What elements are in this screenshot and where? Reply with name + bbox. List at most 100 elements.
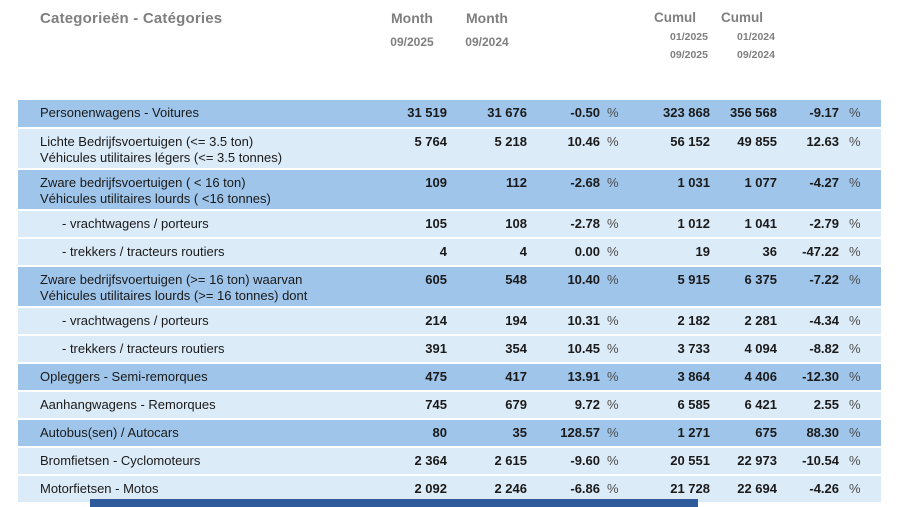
cumul-change-value: -4.34: [809, 313, 839, 328]
month-2024-value: 679: [505, 397, 527, 412]
category-label: Motorfietsen - Motos: [40, 481, 159, 496]
month-label: Month: [466, 10, 508, 26]
month-change-value: 128.57: [560, 425, 600, 440]
cumul-change-value: -47.22: [802, 244, 839, 259]
month-period: 09/2025: [390, 35, 434, 49]
month-2025-value: 2 364: [414, 453, 447, 468]
month-change-value: 9.72: [574, 397, 600, 412]
percent-sign: %: [607, 175, 619, 190]
table-row: Zware bedrijfsvoertuigen ( < 16 ton) Véhi…: [18, 170, 881, 211]
category-label: Opleggers - Semi-remorques: [40, 369, 208, 384]
table-row: Aanhangwagens - Remorques 745 679 9.72 %…: [18, 392, 881, 420]
percent-sign: %: [849, 244, 861, 259]
cumul-2024-value: 22 694: [737, 481, 777, 496]
month-change-value: -6.86: [570, 481, 600, 496]
month-change-value: -9.60: [570, 453, 600, 468]
column-header-month-change: [527, 0, 600, 100]
cumul-change-value: 2.55: [813, 397, 839, 412]
percent-sign: %: [607, 244, 619, 259]
month-2024-value: 4: [519, 244, 527, 259]
cumul-2024-value: 6 375: [744, 272, 777, 287]
cumul-2024-value: 675: [755, 425, 777, 440]
table-row: - vrachtwagens / porteurs 105 108 -2.78 …: [18, 211, 881, 239]
cumul-change-value: -4.27: [809, 175, 839, 190]
percent-sign: %: [849, 313, 861, 328]
month-2024-value: 2 615: [494, 453, 527, 468]
cumul-change-value: -7.22: [809, 272, 839, 287]
category-label: - trekkers / tracteurs routiers: [62, 244, 225, 259]
cumul-2025-value: 1 031: [677, 175, 710, 190]
cumul-2024-value: 4 094: [744, 341, 777, 356]
cumul-2025-value: 21 728: [670, 481, 710, 496]
spacer: [839, 0, 865, 100]
table-row: Opleggers - Semi-remorques 475 417 13.91…: [18, 364, 881, 392]
cumul-from: 01/2024: [737, 31, 775, 43]
table-row: - trekkers / tracteurs routiers 4 4 0.00…: [18, 239, 881, 267]
percent-sign: %: [849, 341, 861, 356]
cumul-change-value: 12.63: [806, 134, 839, 149]
percent-sign: %: [849, 216, 861, 231]
percent-sign: %: [607, 134, 619, 149]
cumul-2025-value: 3 864: [677, 369, 710, 384]
category-label: Zware bedrijfsvoertuigen (>= 16 ton) waa…: [40, 272, 308, 303]
percent-sign: %: [607, 313, 619, 328]
category-label: Aanhangwagens - Remorques: [40, 397, 216, 412]
column-header-month-2024: Month 09/2024: [447, 0, 527, 100]
cumul-2025-value: 1 271: [677, 425, 710, 440]
cumul-2025-value: 5 915: [677, 272, 710, 287]
cumul-to: 09/2025: [670, 49, 708, 61]
category-label: Personenwagens - Voitures: [40, 105, 199, 120]
cumul-label: Cumul: [721, 10, 763, 25]
month-2025-value: 105: [425, 216, 447, 231]
month-2025-value: 214: [425, 313, 447, 328]
cumul-2024-value: 36: [762, 244, 777, 259]
month-period: 09/2024: [465, 35, 509, 49]
category-label: Bromfietsen - Cyclomoteurs: [40, 453, 201, 468]
month-2024-value: 5 218: [494, 134, 527, 149]
category-label: Lichte Bedrijfsvoertuigen (<= 3.5 ton) Vé…: [40, 134, 283, 165]
cumul-2025-value: 323 868: [663, 105, 710, 120]
cumul-2024-value: 49 855: [737, 134, 777, 149]
month-change-value: 10.40: [567, 272, 600, 287]
month-change-value: 10.45: [567, 341, 600, 356]
percent-sign: %: [607, 369, 619, 384]
cumul-2024-value: 1 041: [744, 216, 777, 231]
month-2024-value: 194: [505, 313, 527, 328]
cumul-change-value: -2.79: [809, 216, 839, 231]
column-header-cumul-change: [777, 0, 839, 100]
cumul-2024-value: 1 077: [744, 175, 777, 190]
table-row: Zware bedrijfsvoertuigen (>= 16 ton) waa…: [18, 267, 881, 308]
percent-sign: %: [849, 397, 861, 412]
cumul-change-value: -10.54: [802, 453, 839, 468]
cumul-2024-value: 22 973: [737, 453, 777, 468]
month-2024-value: 548: [505, 272, 527, 287]
cumul-2025-value: 19: [695, 244, 710, 259]
month-2025-value: 391: [425, 341, 447, 356]
percent-sign: %: [607, 105, 619, 120]
cumul-2025-value: 1 012: [677, 216, 710, 231]
month-2024-value: 354: [505, 341, 527, 356]
month-2025-value: 80: [432, 425, 447, 440]
month-2025-value: 31 519: [407, 105, 447, 120]
table-row: Autobus(sen) / Autocars 80 35 128.57 % 1…: [18, 420, 881, 448]
percent-sign: %: [607, 397, 619, 412]
percent-sign: %: [607, 453, 619, 468]
month-2024-value: 2 246: [494, 481, 527, 496]
percent-sign: %: [849, 481, 861, 496]
month-change-value: 0.00: [574, 244, 600, 259]
cumul-to: 09/2024: [737, 49, 775, 61]
cumul-2024-value: 6 421: [744, 397, 777, 412]
cumul-2025-value: 6 585: [677, 397, 710, 412]
percent-sign: %: [607, 425, 619, 440]
cumul-label: Cumul: [654, 10, 696, 25]
vehicle-registrations-table: Categorieën - Catégories Month 09/2025 M…: [18, 0, 881, 504]
next-section-bar: [90, 499, 698, 507]
table-row: - trekkers / tracteurs routiers 391 354 …: [18, 336, 881, 364]
month-change-value: -0.50: [570, 105, 600, 120]
cumul-change-value: -9.17: [809, 105, 839, 120]
cumul-2024-value: 4 406: [744, 369, 777, 384]
month-label: Month: [391, 10, 433, 26]
month-change-value: -2.78: [570, 216, 600, 231]
month-2024-value: 417: [505, 369, 527, 384]
column-header-cumul-2024: Cumul 01/2024 09/2024: [710, 0, 777, 100]
